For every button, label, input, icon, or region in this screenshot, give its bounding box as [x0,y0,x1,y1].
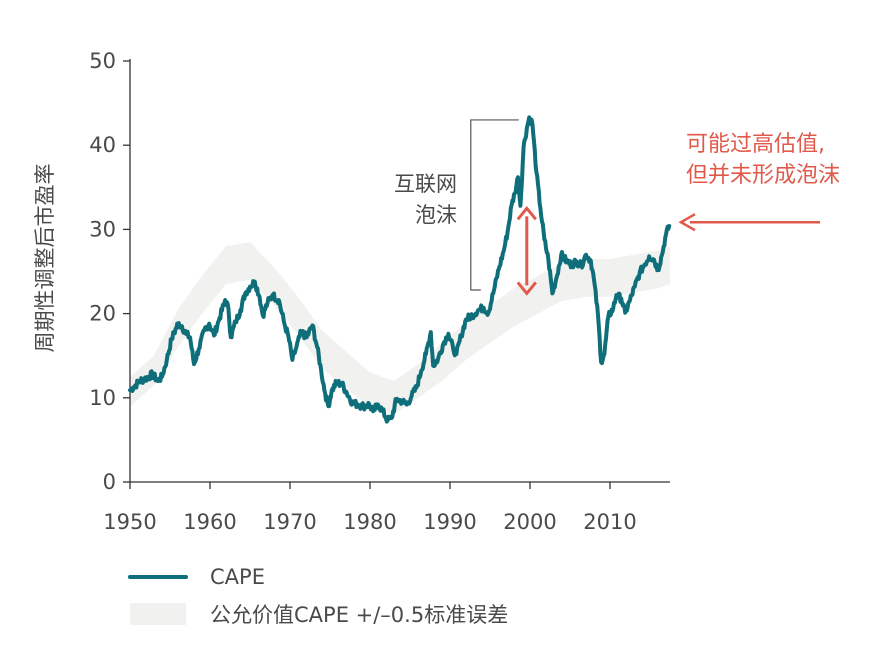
gap-arrow-head-top [516,205,537,221]
y-tick-label: 20 [89,302,116,326]
dotcom-bracket [470,119,519,291]
axes-layer: 0 10 20 30 40 50 1950 1960 1970 1980 1990 2000 2010 [89,49,670,534]
y-tick-label: 0 [103,470,116,494]
x-tick-label: 1950 [103,510,156,534]
annotation-layer [470,119,820,296]
x-tick-label: 1970 [263,510,316,534]
y-tick-label: 10 [89,386,116,410]
cape-line-layer [128,115,672,424]
gap-arrow-head-bottom [516,281,537,296]
valuation-callout-line2: 但并未形成泡沫 [686,163,840,188]
legend-cape-label: CAPE [210,565,265,589]
callout-arrow-head [678,213,696,232]
cape-series-line [128,115,672,424]
x-tick-label: 1960 [183,510,236,534]
x-tick-label: 2010 [583,510,636,534]
x-tick-label: 1990 [423,510,476,534]
legend-band-label: 公允价值CAPE +/–0.5标准误差 [210,603,508,627]
y-tick-label: 30 [89,217,116,241]
y-tick-label: 40 [89,133,116,157]
dotcom-bubble-label-line2: 泡沫 [415,203,457,227]
legend-band-swatch [130,603,186,625]
dotcom-bubble-label-line1: 互联网 [394,172,457,196]
x-tick-label: 2000 [503,510,556,534]
x-tick-label: 1980 [343,510,396,534]
y-tick-label: 50 [89,49,116,73]
valuation-callout-line1: 可能过高估值, [686,132,825,157]
y-axis-label: 周期性调整后市盈率 [33,164,57,353]
